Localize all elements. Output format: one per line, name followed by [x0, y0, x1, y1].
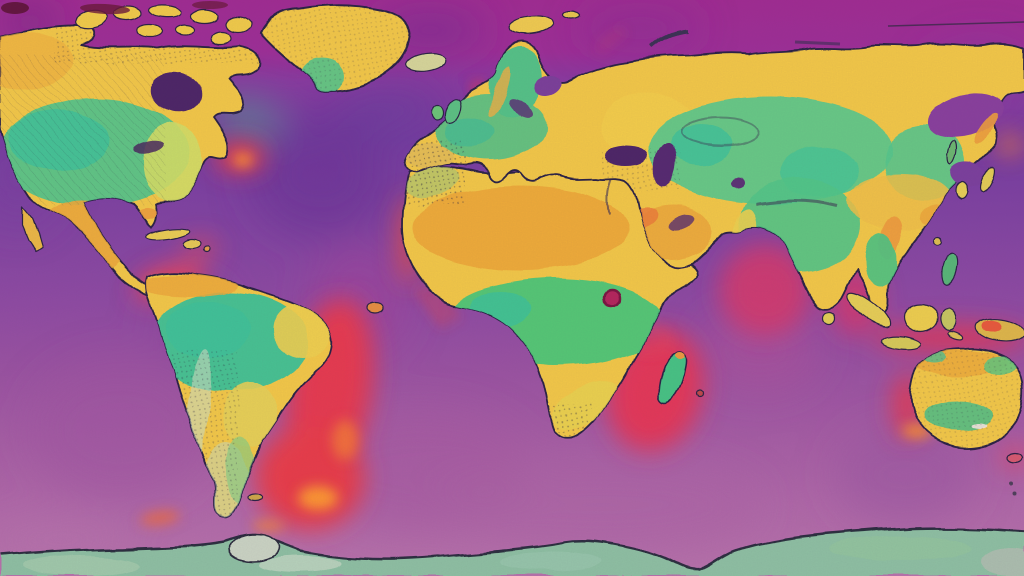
world-heatmap-map — [0, 0, 1024, 576]
world-heatmap-screen — [0, 0, 1024, 576]
paint-grain-overlay — [0, 0, 1024, 576]
